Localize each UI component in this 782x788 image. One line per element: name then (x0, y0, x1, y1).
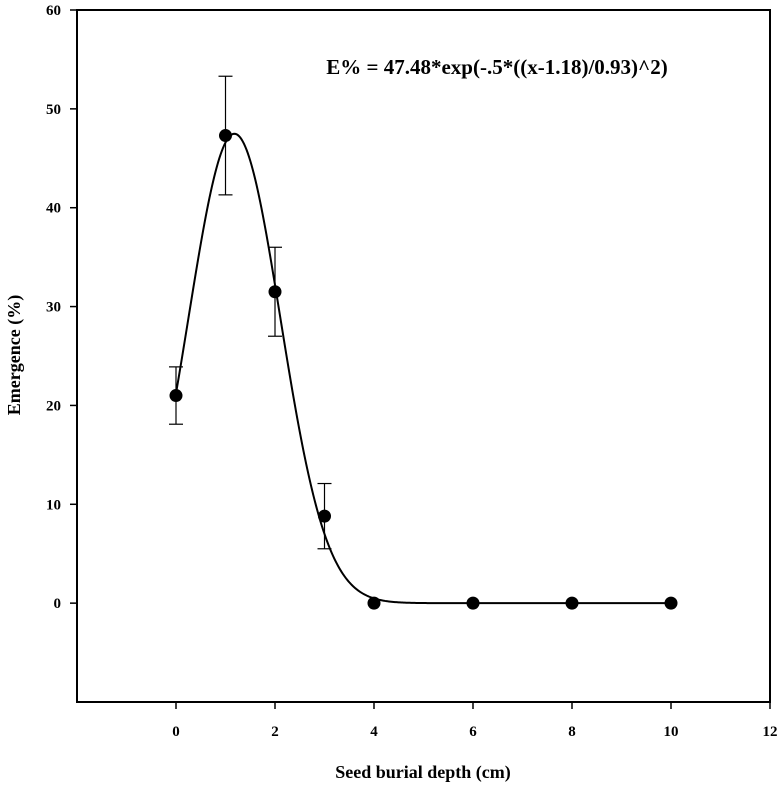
fit-curve (175, 132, 671, 605)
y-tick-label: 50 (46, 102, 61, 118)
plot-frame (76, 9, 771, 703)
data-point (219, 129, 232, 143)
y-tick-label: 40 (46, 201, 61, 217)
y-tick-label: 20 (46, 398, 61, 414)
y-axis-title: Emergence (%) (4, 295, 25, 415)
data-point (268, 285, 282, 299)
data-point (565, 596, 579, 610)
y-tick-label: 60 (46, 3, 61, 19)
x-tick-label: 8 (568, 724, 576, 740)
data-point (664, 596, 678, 610)
y-tick-label: 30 (46, 300, 61, 316)
x-axis-ticks: 0 2 4 6 8 10 12 (172, 702, 778, 740)
x-tick-label: 10 (664, 724, 679, 740)
error-bars (169, 75, 332, 550)
data-point (169, 389, 183, 403)
y-tick-label: 10 (46, 497, 61, 513)
x-tick-label: 6 (469, 724, 477, 740)
data-point (367, 596, 381, 610)
x-tick-label: 4 (370, 724, 378, 740)
y-axis-ticks: 0 10 20 30 40 50 60 (46, 3, 77, 612)
x-tick-label: 2 (271, 724, 279, 740)
data-point (318, 509, 331, 523)
data-points (169, 129, 678, 610)
y-tick-label: 0 (54, 596, 62, 612)
equation-annotation: E% = 47.48*exp(-.5*((x-1.18)/0.93)^2) (326, 55, 667, 79)
x-tick-label: 0 (172, 724, 180, 740)
data-point (466, 596, 480, 610)
x-axis-title: Seed burial depth (cm) (335, 762, 511, 783)
x-tick-label: 12 (763, 724, 778, 740)
